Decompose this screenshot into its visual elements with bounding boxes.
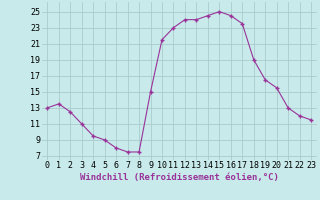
X-axis label: Windchill (Refroidissement éolien,°C): Windchill (Refroidissement éolien,°C) xyxy=(80,173,279,182)
